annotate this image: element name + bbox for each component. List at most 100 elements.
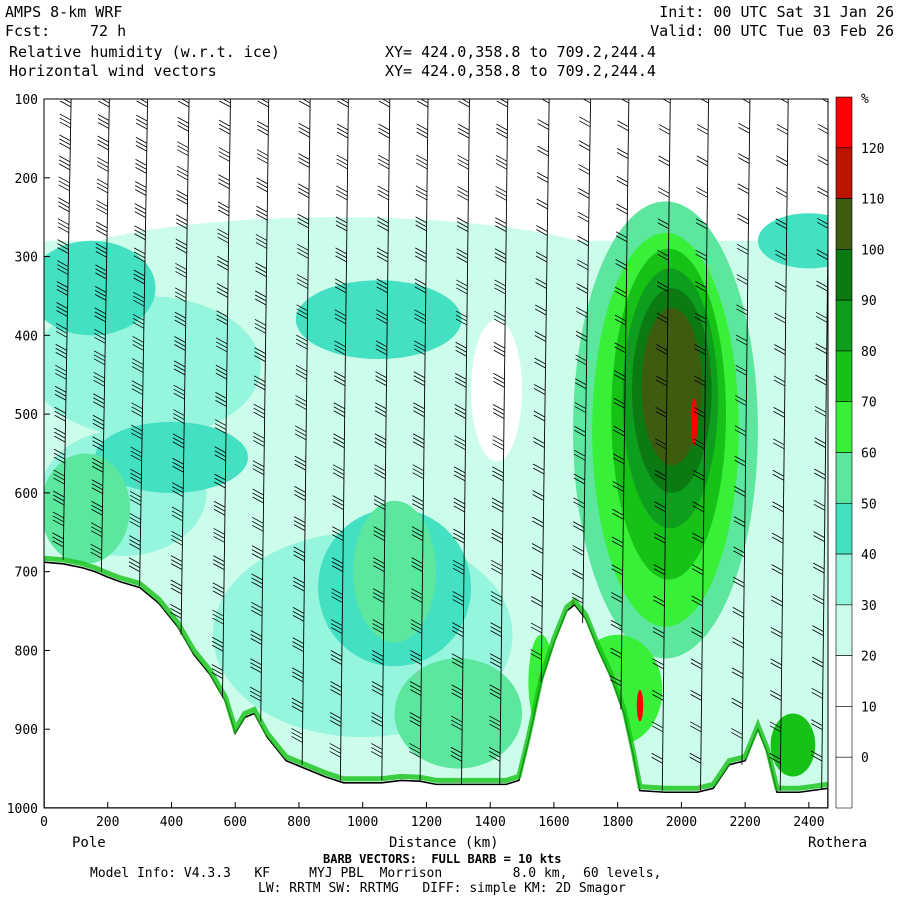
y-tick-label-500: 500: [15, 408, 38, 423]
barb-column-16: [689, 99, 709, 791]
colorbar-swatch-110: [835, 198, 853, 250]
plot-frame: [43, 98, 829, 809]
y-tick-label-1000: 1000: [7, 802, 38, 817]
x-tick-label-0: 0: [40, 815, 48, 830]
barb-column-2: [128, 99, 149, 586]
x-tick-label-800: 800: [287, 815, 310, 830]
colorbar-label-120: 120: [861, 142, 884, 157]
model-title: AMPS 8-km WRF: [5, 3, 123, 21]
colorbar-label-70: 70: [861, 396, 877, 411]
x-tick-label-2000: 2000: [666, 815, 697, 830]
x-tick-label-1200: 1200: [411, 815, 442, 830]
barb-column-13: [571, 99, 592, 623]
cross-section-endpoints-1: XY= 424.0,358.8 to 709.2,244.4: [385, 43, 656, 61]
barb-column-1: [90, 99, 110, 572]
colorbar-swatch-90: [835, 299, 853, 352]
barb-column-0: [52, 99, 72, 560]
rh-zone-12: [394, 658, 523, 769]
rh-zone-11: [353, 500, 436, 643]
barb-note: BARB VECTORS: FULL BARB = 10 kts: [323, 852, 562, 866]
colorbar-swatch-40: [835, 553, 853, 606]
colorbar-swatch-100: [835, 249, 853, 301]
field-name-wind: Horizontal wind vectors: [9, 62, 217, 80]
cross-section-endpoints-2: XY= 424.0,358.8 to 709.2,244.4: [385, 62, 656, 80]
colorbar: % 0 10 20 30 40 50 60 70 80 90 100 110 120: [835, 92, 884, 809]
barb-column-10: [450, 99, 470, 785]
colorbar-label-50: 50: [861, 497, 877, 512]
barb-column-3: [170, 99, 190, 635]
terrain-moist-layer: [44, 555, 828, 791]
axes: 0 200 400 600 800 1000 1200 1400 1600 1800 2000 220…: [7, 93, 825, 830]
barb-column-5: [249, 99, 270, 722]
y-tick-label-200: 200: [15, 172, 38, 187]
y-tick-label-700: 700: [15, 566, 38, 581]
x-tick-label-1000: 1000: [347, 815, 378, 830]
colorbar-label-100: 100: [861, 243, 884, 258]
x-axis-title: Distance (km): [389, 835, 499, 851]
x-tick-label-1800: 1800: [602, 815, 633, 830]
barb-column-12: [530, 99, 550, 682]
rh-zone-19: [690, 398, 698, 446]
forecast-hour: 72 h: [90, 22, 127, 40]
field-name-rh: Relative humidity (w.r.t. ice): [9, 43, 280, 61]
rh-zone-24: [636, 689, 644, 722]
colorbar-label-0: 0: [861, 751, 869, 766]
barb-column-7: [329, 99, 349, 781]
physics-info: LW: RRTM SW: RRTMG DIFF: simple KM: 2D S…: [258, 881, 626, 896]
x-tick-label-1600: 1600: [538, 815, 569, 830]
colorbar-label-110: 110: [861, 193, 884, 208]
colorbar-unit: %: [861, 92, 869, 107]
barb-column-8: [370, 99, 391, 781]
rh-field: [44, 99, 828, 808]
barb-column-15: [651, 99, 671, 791]
wind-barbs: [52, 99, 828, 791]
rh-zone-10: [44, 453, 131, 564]
colorbar-label-30: 30: [861, 599, 877, 614]
y-tick-label-400: 400: [15, 329, 38, 344]
colorbar-swatch-30: [835, 604, 853, 656]
colorbar-label-90: 90: [861, 294, 877, 309]
barb-column-17: [731, 99, 751, 765]
y-tick-label-100: 100: [15, 93, 38, 108]
terrain-mask: [44, 555, 828, 808]
x-end-label-right: Rothera: [808, 835, 868, 851]
x-tick-label-1400: 1400: [475, 815, 506, 830]
colorbar-label-10: 10: [861, 700, 877, 715]
model-info: Model Info: V4.3.3 KF MYJ PBL Morrison 8…: [90, 866, 662, 881]
colorbar-swatch-50: [835, 502, 853, 555]
x-tick-label-400: 400: [160, 815, 183, 830]
y-tick-label-300: 300: [15, 251, 38, 266]
colorbar-swatch-60: [835, 452, 853, 504]
rh-zone-7: [295, 280, 462, 359]
x-tick-label-2200: 2200: [729, 815, 760, 830]
barb-column-6: [291, 99, 311, 765]
x-tick-label-2400: 2400: [793, 815, 824, 830]
y-tick-label-800: 800: [15, 644, 38, 659]
colorbar-label-40: 40: [861, 548, 877, 563]
colorbar-swatch-0: [835, 756, 853, 809]
x-tick-label-200: 200: [96, 815, 119, 830]
rh-dry-pocket: [471, 319, 523, 462]
x-tick-label-600: 600: [223, 815, 246, 830]
colorbar-swatch-80: [835, 350, 853, 403]
rh-zone-18: [641, 307, 703, 466]
barb-column-14: [610, 99, 630, 710]
colorbar-label-80: 80: [861, 345, 877, 360]
y-tick-label-900: 900: [15, 723, 38, 738]
rh-zone-21: [770, 713, 816, 777]
colorbar-swatch-10: [835, 706, 853, 758]
barb-column-11: [488, 99, 509, 785]
y-tick-label-600: 600: [15, 487, 38, 502]
colorbar-swatch-70: [835, 401, 853, 453]
forecast-label: Fcst:: [5, 22, 51, 40]
colorbar-swatch-120: [835, 147, 853, 199]
rh-zone-5: [44, 240, 156, 336]
colorbar-swatch-20: [835, 655, 853, 707]
valid-time: Valid: 00 UTC Tue 03 Feb 26: [650, 22, 894, 40]
barb-column-4: [211, 99, 231, 698]
colorbar-swatch-130: [835, 96, 853, 149]
init-time: Init: 00 UTC Sat 31 Jan 26: [659, 3, 894, 21]
barb-column-9: [409, 99, 429, 781]
colorbar-label-20: 20: [861, 650, 877, 665]
